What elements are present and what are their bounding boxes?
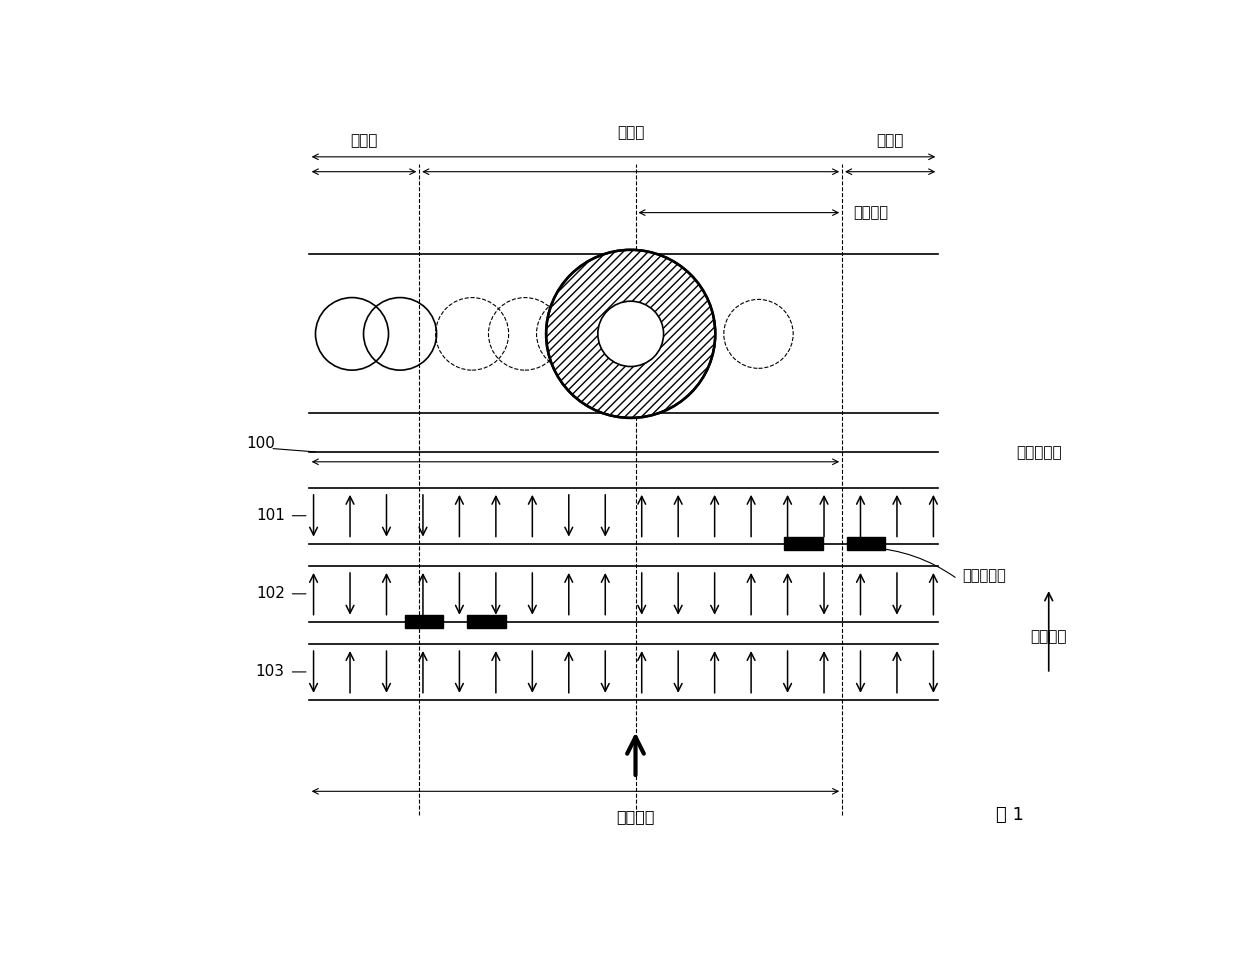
Text: 102: 102	[255, 586, 285, 601]
Text: 再现磁场: 再现磁场	[616, 810, 655, 824]
Text: 盘移动方向: 盘移动方向	[1017, 445, 1061, 461]
Text: 101: 101	[255, 508, 285, 524]
Bar	[404, 615, 444, 629]
Text: 图 1: 图 1	[997, 806, 1024, 824]
Text: 界面磁畴壁: 界面磁畴壁	[962, 568, 1006, 582]
Text: 100: 100	[247, 436, 275, 451]
Text: 中温区: 中温区	[618, 125, 645, 140]
Ellipse shape	[598, 301, 663, 366]
Text: 103: 103	[255, 665, 285, 679]
Bar	[847, 537, 885, 551]
Text: 记录方向: 记录方向	[1030, 629, 1066, 644]
Bar	[785, 537, 823, 551]
Text: 高温区: 高温区	[877, 133, 904, 148]
Text: 低温区: 低温区	[351, 133, 378, 148]
Text: 开口部分: 开口部分	[853, 205, 889, 220]
Bar	[467, 615, 506, 629]
Ellipse shape	[546, 250, 715, 418]
